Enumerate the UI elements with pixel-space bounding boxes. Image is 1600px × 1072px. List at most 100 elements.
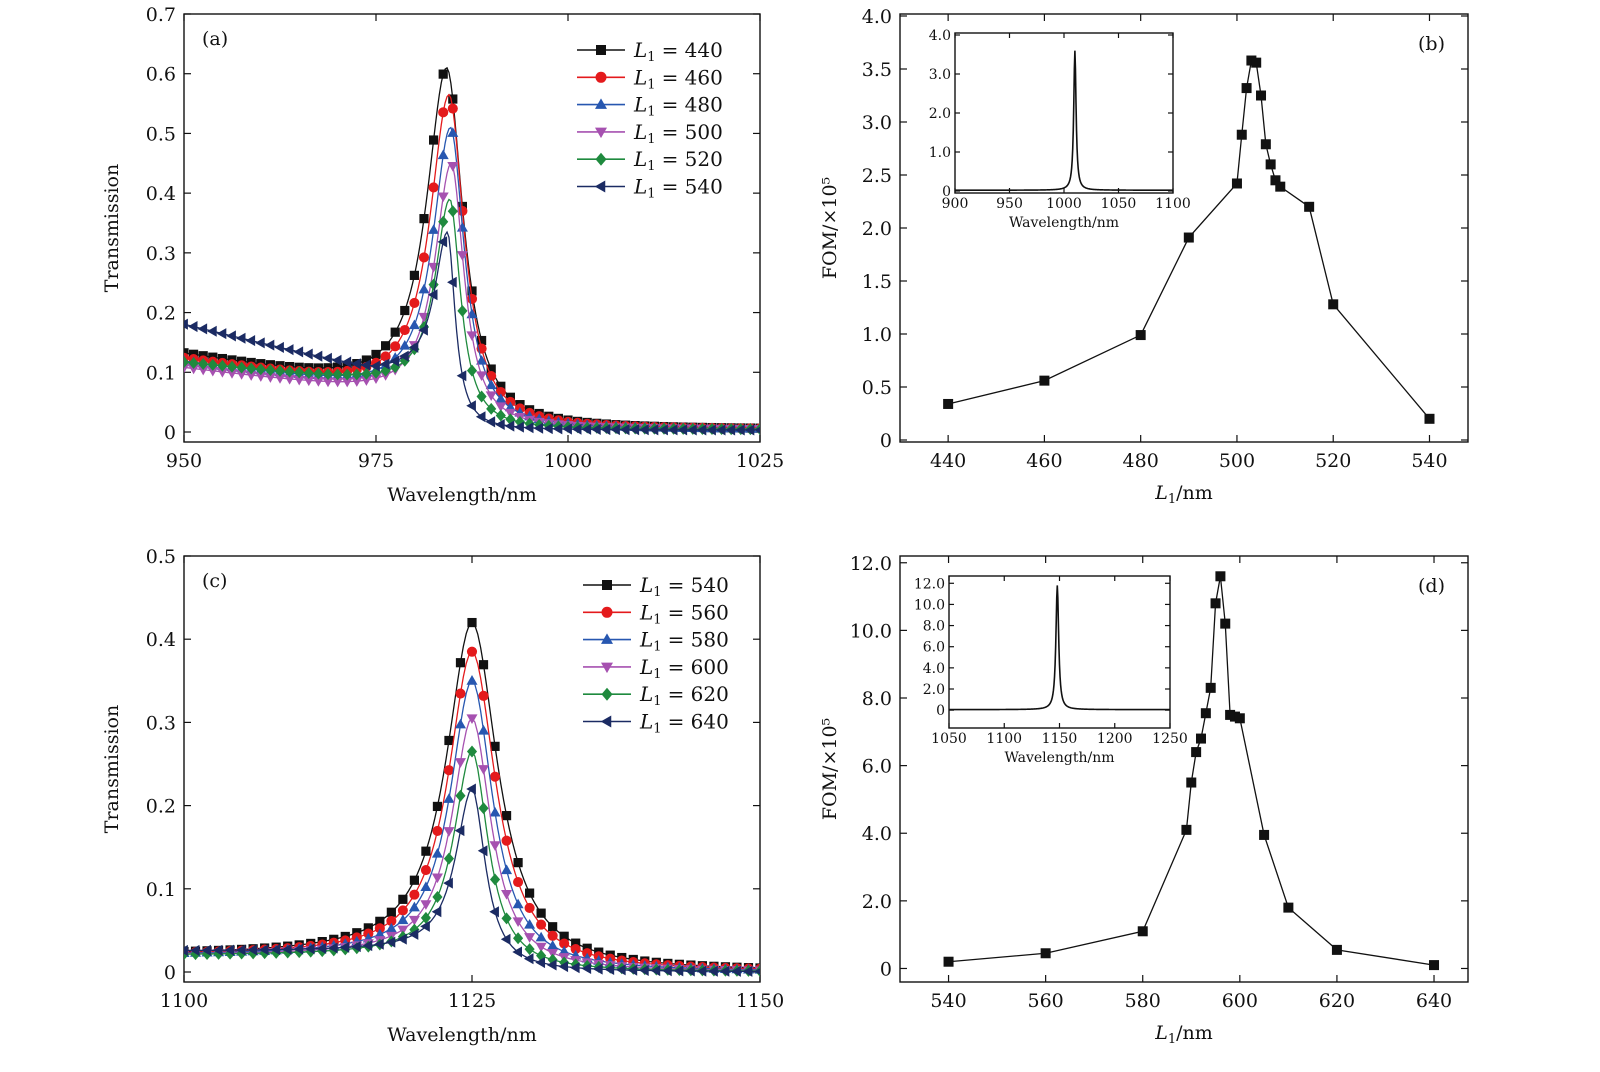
fom-point [1191, 747, 1202, 758]
data-point [485, 416, 496, 428]
data-point [454, 758, 466, 768]
fom-point [1183, 232, 1194, 243]
legend-marker [595, 152, 607, 166]
data-point [342, 361, 352, 371]
data-point [258, 944, 269, 956]
fom-point [1331, 944, 1342, 955]
data-point [662, 965, 672, 977]
fom-point [1260, 139, 1271, 150]
data-point [548, 922, 558, 932]
y-tick-label: 4.0 [862, 823, 892, 845]
legend-marker [601, 633, 613, 644]
data-point [604, 964, 615, 976]
legend-marker [601, 606, 613, 618]
x-tick-label: 1025 [736, 450, 784, 472]
data-point [454, 718, 466, 729]
data-point [443, 765, 455, 776]
data-point [504, 420, 515, 432]
data-point [443, 852, 455, 865]
series-blue [184, 126, 760, 433]
data-point [264, 339, 275, 351]
legend-sub: 1 [647, 187, 655, 202]
data-point [428, 224, 440, 234]
legend-value: = 520 [662, 147, 723, 171]
legend-label: L1 = 540 [639, 573, 729, 600]
data-point [744, 424, 755, 436]
data-point [418, 252, 430, 263]
data-point [362, 940, 373, 952]
legend-marker [595, 98, 607, 109]
data-point [501, 835, 512, 846]
data-point [562, 423, 572, 435]
panel-b: 440 460 480 500 520 540 0 0.5 1.0 1.5 2.0 2.5 3.0 3.5… [819, 6, 1469, 507]
legend-marker [595, 127, 607, 139]
x-tick-label: 540 [930, 990, 966, 1012]
data-point [478, 690, 489, 701]
x-tick-label: 640 [1416, 990, 1452, 1012]
data-point [558, 961, 569, 973]
y-tick-label: 1.0 [862, 324, 892, 346]
data-point [217, 359, 228, 372]
data-point [437, 236, 448, 248]
data-point [255, 363, 266, 376]
y-tick-label: 4.0 [929, 28, 951, 44]
data-point [264, 373, 276, 383]
plot-frame [899, 555, 1469, 983]
data-point [420, 920, 430, 932]
data-point [486, 364, 496, 374]
data-point [524, 943, 535, 956]
data-point [514, 421, 524, 433]
data-point [677, 424, 688, 436]
data-point [437, 149, 449, 160]
legend-value: = 540 [662, 175, 723, 199]
x-axis-unit: /nm [1176, 482, 1213, 504]
x-tick-label: 1000 [1046, 196, 1082, 212]
data-point [216, 367, 228, 378]
data-point [420, 900, 432, 910]
y-tick-label: 4.0 [862, 6, 892, 28]
x-tick-label: 520 [1315, 450, 1351, 472]
x-tick-label: 1100 [1155, 196, 1191, 212]
data-point [489, 906, 499, 918]
data-point [248, 947, 259, 960]
data-point [495, 402, 507, 413]
data-point [535, 942, 547, 953]
x-tick-label: 1200 [1097, 731, 1133, 747]
data-point [332, 368, 343, 381]
data-point [381, 341, 391, 351]
data-point [489, 806, 501, 817]
data-point [419, 214, 429, 224]
data-point [457, 205, 468, 216]
data-point [207, 366, 219, 377]
data-point [390, 327, 400, 337]
data-point [687, 424, 697, 436]
legend-label: L1 = 620 [639, 682, 729, 709]
data-point [342, 368, 353, 381]
data-point [639, 964, 649, 976]
data-point [224, 944, 234, 956]
data-point [456, 221, 468, 232]
x-axis-var: L [1154, 1022, 1168, 1044]
data-point [673, 965, 684, 977]
fom-point [1236, 129, 1247, 140]
data-point [735, 424, 745, 436]
data-point [386, 907, 396, 917]
data-point [523, 422, 534, 434]
y-tick-label: 1.5 [862, 271, 892, 293]
data-point [351, 358, 361, 370]
data-point [501, 811, 512, 821]
fom-point [1256, 90, 1267, 101]
y-tick-label: 3.0 [929, 67, 951, 83]
fom-point [1424, 413, 1435, 424]
y-tick-label: 0.5 [146, 123, 176, 145]
data-point [485, 379, 497, 390]
x-tick-label: 1100 [986, 731, 1022, 747]
data-point [216, 328, 227, 340]
y-tick-label: 6.0 [862, 756, 892, 778]
data-point [466, 714, 478, 724]
panel-label: (c) [202, 570, 227, 592]
data-point [447, 127, 459, 137]
data-point [444, 735, 454, 746]
data-point [431, 873, 443, 884]
data-point [600, 424, 611, 436]
